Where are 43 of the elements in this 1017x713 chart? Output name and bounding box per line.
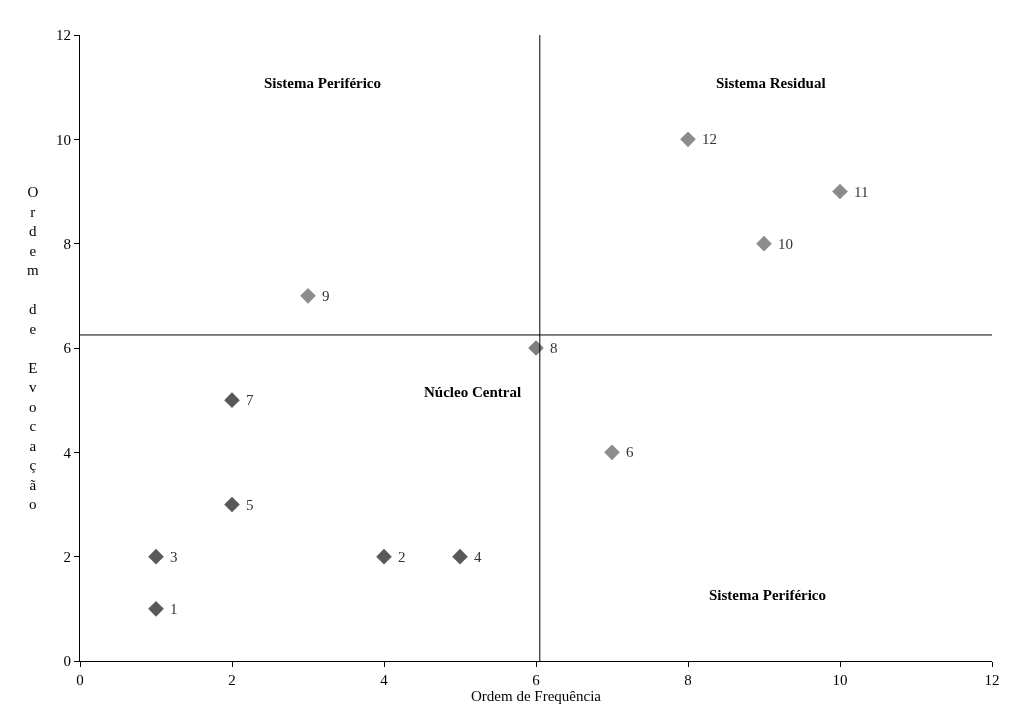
point [224, 392, 240, 408]
annotation: 1 [170, 601, 178, 617]
y-tick-label: 10 [56, 131, 71, 148]
x-axis-title: Ordem de Frequência [471, 688, 602, 704]
annotation: 8 [550, 340, 558, 356]
y-tick-label: 2 [63, 548, 71, 565]
annotation: 12 [702, 131, 717, 147]
annotation: 4 [474, 549, 482, 565]
y-tick-label: 8 [63, 235, 71, 252]
y-tick-label: 4 [63, 444, 72, 461]
point [224, 496, 240, 513]
x-tick-label: 10 [832, 672, 848, 688]
annotation: 9 [322, 288, 330, 304]
annotation: Sistema Periférico [709, 587, 827, 603]
x-tick-label: 2 [228, 672, 236, 688]
y-tick-label: 12 [56, 27, 71, 44]
point [756, 235, 772, 252]
x-tick-label: 12 [984, 672, 1000, 688]
annotation: 7 [246, 392, 254, 408]
x-tick-label: 6 [532, 672, 541, 688]
x-tick-label: 8 [684, 672, 692, 688]
point [832, 183, 848, 200]
annotation: Sistema Residual [716, 75, 826, 91]
point [148, 548, 164, 565]
point [300, 288, 316, 304]
y-tick-label: 6 [63, 340, 72, 357]
x-tick-label: 0 [76, 672, 84, 688]
point [452, 548, 468, 565]
text: Ordem de Evocação [27, 184, 39, 512]
annotation: 10 [778, 236, 793, 252]
annotation: 11 [854, 184, 869, 200]
annotation: 3 [170, 549, 178, 565]
annotation: Núcleo Central [424, 384, 522, 400]
annotation: 5 [246, 497, 254, 513]
annotation: 2 [398, 549, 406, 565]
point [604, 444, 620, 461]
point [680, 131, 696, 148]
x-tick-label: 4 [380, 672, 389, 688]
annotation: Sistema Periférico [264, 75, 382, 91]
annotation: 6 [626, 444, 634, 460]
point [376, 548, 392, 565]
point [148, 601, 164, 617]
y-tick-label: 0 [63, 653, 71, 670]
